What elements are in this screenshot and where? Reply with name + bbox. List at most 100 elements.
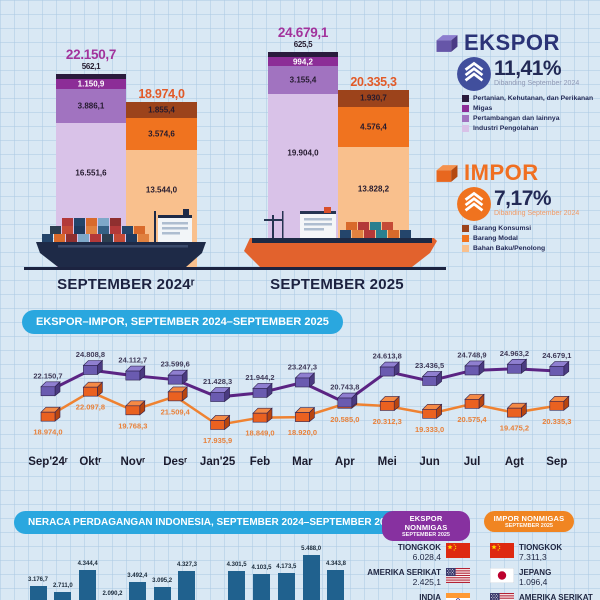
month-axis-label: Agt (505, 456, 524, 468)
country-row-amerika-serikat: AMERIKA SERIKAT (490, 593, 595, 600)
legend-label: Barang Konsumsi (473, 225, 532, 232)
balance-bar-jul (277, 572, 295, 600)
balance-bar-value: 4.343,8 (325, 561, 346, 568)
balance-bar-jan25 (128, 581, 146, 600)
impor-point-value: 18.920,0 (288, 428, 317, 437)
data-point-cube (549, 395, 570, 411)
balance-bar-sep24 (29, 585, 47, 600)
ekspor-point-value: 24.748,9 (457, 350, 486, 359)
group-label-september-2024: SEPTEMBER 2024ʳ (57, 276, 195, 293)
bar-segment-value: 13.828,2 (357, 184, 390, 194)
ekspor-point-value: 24.613,8 (373, 352, 402, 361)
flag-usa-icon (490, 593, 514, 600)
ekspor-cube-icon (436, 35, 458, 52)
balance-bar-feb (153, 586, 171, 600)
balance-bar-mar (178, 570, 196, 600)
container-ship-2024-icon (36, 209, 206, 267)
legend-label: Pertambangan dan lainnya (473, 115, 560, 122)
country-flag (446, 593, 470, 600)
containers-stack (42, 218, 149, 242)
data-point-cube (125, 400, 146, 416)
country-name: INDIA (419, 593, 441, 600)
bar-segment-value: 3.886,1 (77, 101, 105, 111)
country-text: JEPANG 1.096,4 (519, 568, 551, 587)
legend-label: Bahan Baku/Penolong (473, 245, 546, 252)
ekspor-point-value: 24.112,7 (118, 356, 147, 365)
country-name: TIONGKOK (397, 543, 441, 552)
ekspor-nonmigas-title: EKSPOR NONMIGAS (404, 514, 448, 532)
legend-swatch (462, 115, 469, 122)
balance-bar-okt (54, 592, 72, 600)
data-point-cube (167, 386, 188, 402)
impor-point-value: 18.974,0 (33, 428, 62, 437)
bar-segment-barang-modal: 3.574,6 (126, 118, 197, 150)
impor-point-value: 19.768,3 (118, 421, 147, 430)
impor-point-value: 17.935,9 (203, 436, 232, 445)
impor-point-value: 18.849,0 (245, 429, 274, 438)
impor-point-value: 20.312,3 (373, 417, 402, 426)
legend-swatch (462, 225, 469, 232)
legend-label: Industri Pengolahan (473, 125, 539, 132)
bar-segment-value: 562,1 (81, 62, 101, 71)
legend-label: Pertanian, Kehutanan, dan Perikanan (473, 95, 594, 102)
data-point-cube (464, 393, 485, 409)
data-point-cube (464, 360, 485, 376)
group-label-september-2025: SEPTEMBER 2025 (270, 276, 404, 293)
country-value: 2.425,1 (412, 577, 441, 587)
ekspor-point-value: 23.599,6 (161, 360, 190, 369)
balance-bar-value: 4.173,5 (276, 563, 297, 570)
data-point-cube (209, 386, 231, 403)
country-row-india: INDIA (365, 593, 470, 600)
country-name: TIONGKOK (519, 543, 563, 552)
ekspor-title: EKSPOR (464, 30, 560, 55)
country-flag (446, 568, 470, 588)
month-axis-label: Sep'24ʳ (28, 456, 68, 468)
legend-item: Migas (462, 105, 492, 112)
country-name: AMERIKA SERIKAT (519, 593, 593, 600)
balance-bar-mei (228, 570, 246, 600)
country-flag (446, 543, 470, 563)
balance-bar-value: 2.711,0 (52, 583, 73, 590)
balance-bar-value: 4.344,4 (77, 561, 98, 568)
bar-segment-value: 1.855,4 (148, 105, 175, 115)
country-value: 6.028,4 (412, 552, 441, 562)
data-point-cube (82, 359, 104, 376)
impor-point-value: 20.585,0 (330, 415, 359, 424)
ekspor-point-value: 24.963,2 (500, 349, 529, 358)
legend-swatch (462, 125, 469, 132)
legend-item: Industri Pengolahan (462, 125, 538, 132)
balance-bar-sep (327, 570, 345, 600)
month-axis-label: Desʳ (163, 456, 187, 468)
bar-segment-barang-konsumsi: 1.930,7 (338, 89, 409, 107)
bar-segment-barang-modal: 4.576,4 (338, 106, 409, 148)
ekspor-point-value: 22.150,7 (33, 371, 62, 380)
month-axis-label: Feb (250, 456, 270, 468)
balance-bar-value: 3.492,4 (127, 572, 148, 579)
bar-segment-pertambangan-dan-lainnya: 3.886,1 (56, 89, 126, 124)
bar-segment-value: 16.551,6 (75, 168, 107, 178)
country-name: JEPANG (519, 568, 552, 577)
impor-total-value: 18.974,0 (138, 86, 185, 101)
ekspor-point-value: 24.808,8 (76, 350, 105, 359)
flag-china-icon (446, 543, 470, 558)
flag-india-icon (446, 593, 470, 600)
ekspor-compare-note: Dibanding September 2024 (494, 80, 580, 87)
data-point-cube (337, 392, 358, 408)
bar-segment-pertanian-kehutanan-dan-perikanan (268, 51, 338, 58)
country-value: 7.311,3 (519, 552, 547, 562)
ekspor-total-value: 22.150,7 (65, 47, 117, 62)
bar-segment-pertanian-kehutanan-dan-perikanan (56, 74, 126, 79)
country-text: AMERIKA SERIKAT (519, 593, 593, 600)
bar-segment-value: 13.544,0 (145, 185, 178, 195)
data-point-cube (379, 361, 400, 377)
data-point-cube (209, 414, 231, 431)
data-point-cube (421, 370, 443, 387)
flag-usa-icon (446, 568, 470, 583)
legend-swatch (462, 105, 469, 112)
month-axis-label: Apr (335, 456, 355, 468)
country-text: TIONGKOK 6.028,4 (398, 543, 441, 562)
month-axis-label: Jun (419, 456, 439, 468)
data-point-cube (40, 381, 61, 397)
data-point-cube (40, 406, 61, 422)
